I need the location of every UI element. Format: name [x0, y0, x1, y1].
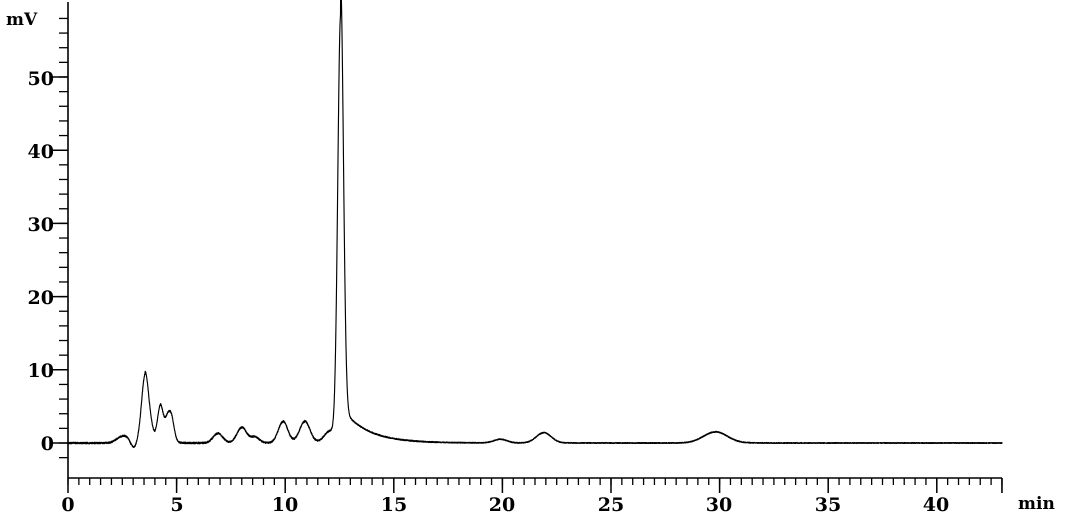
- y-tick-label-20: 20: [27, 287, 54, 309]
- x-tick-label-10: 10: [271, 494, 299, 516]
- y-tick-label-50: 50: [27, 68, 54, 90]
- x-axis-unit-label: min: [1018, 494, 1055, 514]
- y-tick-label-30: 30: [27, 214, 54, 236]
- x-tick-label-15: 15: [380, 494, 408, 516]
- x-tick-label-40: 40: [922, 494, 950, 516]
- y-tick-label-0: 0: [40, 433, 54, 455]
- chromatogram-trace: [67, 0, 1003, 449]
- x-tick-label-20: 20: [488, 494, 516, 516]
- x-tick-label-25: 25: [597, 494, 625, 516]
- y-axis-unit-label: mV: [6, 10, 38, 30]
- x-tick-label-0: 0: [61, 494, 75, 516]
- y-tick-label-40: 40: [27, 141, 54, 163]
- x-tick-label-30: 30: [705, 494, 733, 516]
- x-tick-label-5: 5: [170, 494, 184, 516]
- y-axis: [50, 2, 69, 478]
- y-tick-label-10: 10: [27, 360, 54, 382]
- x-axis: [67, 477, 1003, 493]
- x-tick-label-35: 35: [814, 494, 842, 516]
